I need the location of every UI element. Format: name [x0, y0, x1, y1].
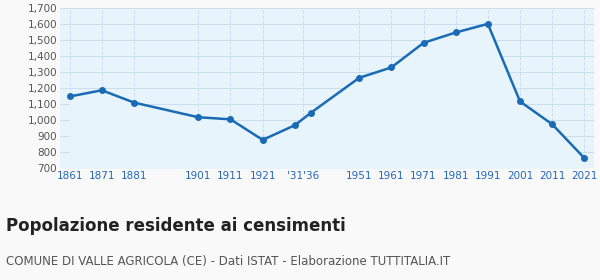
- Text: COMUNE DI VALLE AGRICOLA (CE) - Dati ISTAT - Elaborazione TUTTITALIA.IT: COMUNE DI VALLE AGRICOLA (CE) - Dati IST…: [6, 255, 450, 268]
- Text: Popolazione residente ai censimenti: Popolazione residente ai censimenti: [6, 217, 346, 235]
